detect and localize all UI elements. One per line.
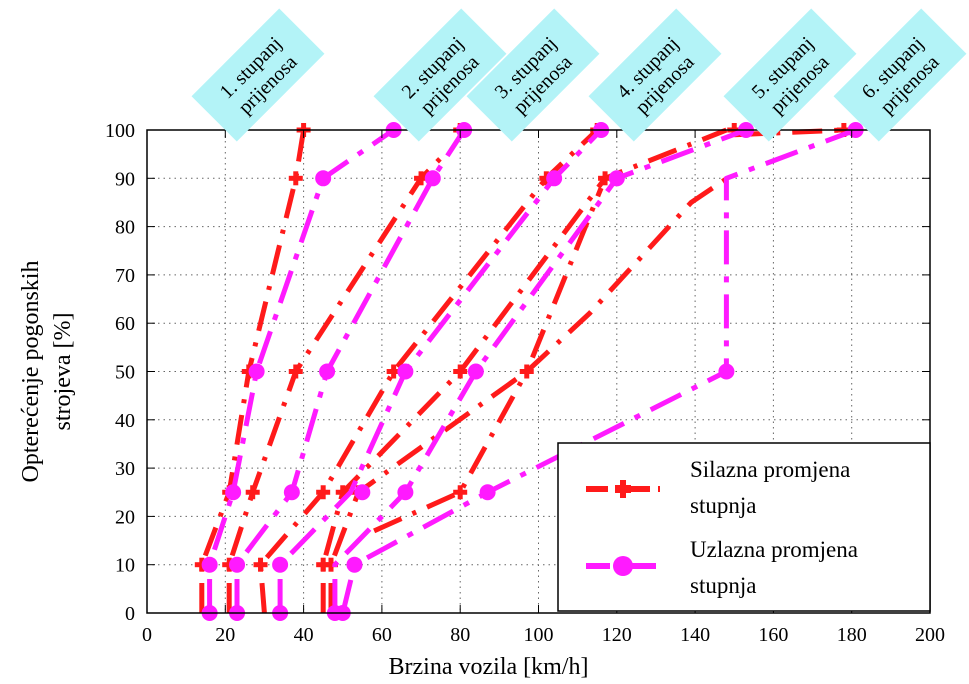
series-line — [199, 129, 307, 613]
data-point — [354, 484, 371, 501]
x-tick-label: 0 — [142, 624, 152, 646]
data-point — [288, 364, 303, 379]
legend: Silazna promjena stupnja Uzlazna promjena s… — [557, 442, 931, 612]
gear-label-box — [588, 8, 722, 142]
data-point — [397, 484, 414, 501]
y-tick-label: 80 — [115, 217, 135, 239]
gear-label-box — [191, 8, 325, 142]
axis-ticks: 0 20 40 60 80 100 120 140 160 180 200 0 10 20 30 40 50 60… — [105, 120, 945, 646]
y-axis-title-line-1: Opterećenje pogonskih — [18, 261, 44, 483]
series-line — [332, 127, 747, 613]
x-tick-label: 80 — [450, 624, 470, 646]
series-line — [258, 128, 599, 614]
series-line — [277, 128, 603, 613]
x-tick-label: 100 — [524, 624, 554, 646]
data-point — [453, 364, 468, 379]
data-point — [397, 363, 414, 380]
legend-label-line-1: Uzlazna promjena — [690, 537, 858, 562]
series-line — [234, 128, 467, 613]
x-tick-label: 60 — [372, 624, 392, 646]
y-tick-label: 40 — [115, 410, 135, 432]
series-upshift — [201, 122, 864, 621]
data-point — [229, 556, 246, 573]
y-tick-label: 0 — [125, 603, 135, 625]
data-point — [479, 484, 496, 501]
data-point — [608, 170, 625, 187]
y-tick-label: 60 — [115, 313, 135, 335]
x-tick-label: 40 — [294, 624, 314, 646]
data-point — [546, 170, 563, 187]
x-tick-label: 160 — [758, 624, 788, 646]
data-point — [245, 485, 260, 500]
data-point — [315, 170, 332, 187]
data-point — [346, 556, 363, 573]
series-line — [373, 171, 736, 534]
x-axis-title: Brzina vozila [km/h] — [389, 654, 589, 680]
legend-marker — [613, 556, 633, 576]
legend-box — [557, 442, 931, 612]
data-point — [453, 485, 468, 500]
x-tick-label: 20 — [215, 624, 235, 646]
data-point — [248, 363, 265, 380]
data-point — [424, 170, 441, 187]
x-tick-label: 140 — [680, 624, 710, 646]
series-layer — [194, 122, 864, 621]
series-line — [207, 127, 396, 613]
series-line — [226, 152, 447, 613]
y-tick-label: 10 — [115, 555, 135, 577]
data-point — [201, 556, 218, 573]
data-point — [316, 485, 331, 500]
legend-label-line-1: Silazna promjena — [690, 457, 850, 482]
x-tick-label: 120 — [602, 624, 632, 646]
y-tick-label: 30 — [115, 458, 135, 480]
x-tick-label: 200 — [915, 624, 945, 646]
data-point — [272, 556, 289, 573]
y-tick-label: 100 — [105, 120, 135, 142]
y-axis-title: Opterećenje pogonskih strojeva [%] — [18, 261, 76, 483]
data-point — [467, 363, 484, 380]
data-point — [253, 557, 268, 572]
gear-label-box — [373, 8, 507, 142]
data-point — [319, 363, 336, 380]
gear-label-box — [833, 8, 967, 142]
series-line — [340, 127, 857, 614]
y-axis-title-line-2: strojeva [%] — [50, 313, 76, 431]
legend-entry-downshift: Silazna promjena stupnja — [586, 457, 850, 518]
data-point — [718, 363, 735, 380]
legend-entry-upshift: Uzlazna promjena stupnja — [586, 537, 858, 598]
data-point — [288, 171, 303, 186]
legend-label-line-2: stupnja — [690, 573, 756, 598]
data-point — [225, 484, 242, 501]
x-tick-label: 180 — [837, 624, 867, 646]
gear-label-box — [466, 8, 600, 142]
y-tick-label: 50 — [115, 362, 135, 384]
y-tick-label: 70 — [115, 265, 135, 287]
data-point — [519, 364, 534, 379]
data-point — [283, 484, 300, 501]
y-tick-label: 20 — [115, 506, 135, 528]
legend-label-line-2: stupnja — [690, 493, 756, 518]
gear-label-box — [723, 8, 857, 142]
y-tick-label: 90 — [115, 168, 135, 190]
